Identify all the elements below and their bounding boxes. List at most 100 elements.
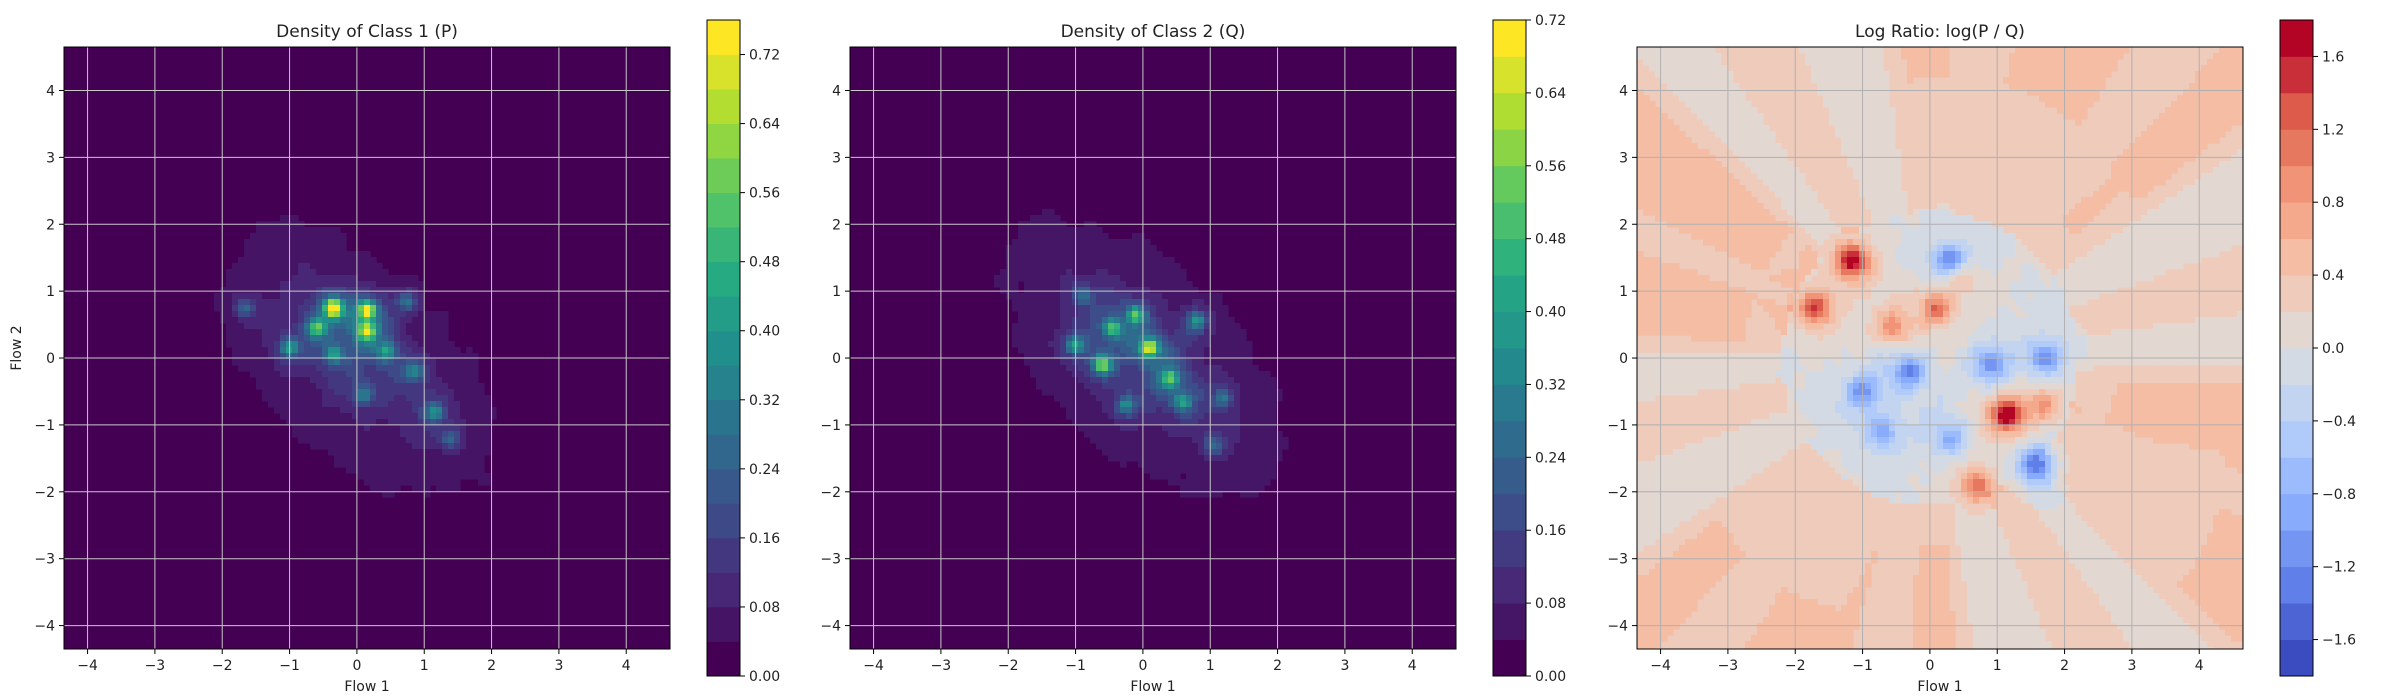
heatmap-cell bbox=[1649, 173, 1656, 180]
heatmap-cell bbox=[1727, 143, 1734, 150]
heatmap-cell bbox=[2207, 77, 2214, 84]
y-axis-label: Flow 2 bbox=[9, 325, 25, 370]
heatmap-cell bbox=[1829, 251, 1836, 258]
heatmap-cell bbox=[412, 449, 419, 456]
heatmap-cell bbox=[418, 341, 425, 348]
heatmap-cell bbox=[1967, 227, 1974, 234]
heatmap-cell bbox=[1186, 401, 1193, 408]
heatmap-cell bbox=[304, 257, 311, 264]
heatmap-cell bbox=[1144, 431, 1151, 438]
heatmap-cell bbox=[1835, 101, 1842, 108]
heatmap-cell bbox=[1661, 53, 1668, 60]
heatmap-cell bbox=[1036, 257, 1043, 264]
heatmap-cell bbox=[274, 317, 281, 324]
heatmap-cell bbox=[430, 455, 437, 462]
heatmap-cell bbox=[1090, 383, 1097, 390]
heatmap-cell bbox=[1781, 179, 1788, 186]
heatmap-cell bbox=[1066, 353, 1073, 360]
heatmap-cell bbox=[1823, 101, 1830, 108]
heatmap-cell bbox=[1084, 401, 1091, 408]
heatmap-cell bbox=[232, 335, 239, 342]
heatmap-cell bbox=[1721, 167, 1728, 174]
heatmap-cell bbox=[268, 329, 275, 336]
heatmap-cell bbox=[298, 287, 305, 294]
heatmap-cell bbox=[1781, 155, 1788, 162]
heatmap-cell bbox=[1216, 293, 1223, 300]
heatmap-cell bbox=[1222, 431, 1229, 438]
heatmap-cell bbox=[2225, 107, 2232, 114]
heatmap-cell bbox=[1228, 407, 1235, 414]
heatmap-cell bbox=[2177, 101, 2184, 108]
heatmap-cell bbox=[334, 305, 341, 312]
heatmap-cell bbox=[1192, 341, 1199, 348]
heatmap-cell bbox=[388, 383, 395, 390]
heatmap-cell bbox=[1204, 311, 1211, 318]
heatmap-cell bbox=[1769, 185, 1776, 192]
heatmap-cell bbox=[1102, 395, 1109, 402]
heatmap-cell bbox=[1222, 395, 1229, 402]
heatmap-cell bbox=[2141, 215, 2148, 222]
heatmap-cell bbox=[1222, 365, 1229, 372]
heatmap-cell bbox=[472, 437, 479, 444]
heatmap-cell bbox=[2159, 161, 2166, 168]
heatmap-cell bbox=[394, 275, 401, 282]
heatmap-cell bbox=[1643, 149, 1650, 156]
heatmap-cell bbox=[2027, 251, 2034, 258]
heatmap-cell bbox=[2213, 251, 2220, 258]
heatmap-cell bbox=[280, 395, 287, 402]
heatmap-cell bbox=[1829, 227, 1836, 234]
heatmap-cell bbox=[1030, 287, 1037, 294]
heatmap-cell bbox=[2207, 185, 2214, 192]
heatmap-cell bbox=[2033, 263, 2040, 270]
heatmap-cell bbox=[1228, 437, 1235, 444]
heatmap-cell bbox=[400, 365, 407, 372]
heatmap-cell bbox=[1763, 149, 1770, 156]
heatmap-cell bbox=[1769, 137, 1776, 144]
heatmap-cell bbox=[1204, 431, 1211, 438]
heatmap-cell bbox=[442, 425, 449, 432]
heatmap-cell bbox=[364, 449, 371, 456]
heatmap-cell bbox=[1012, 257, 1019, 264]
heatmap-cell bbox=[1228, 455, 1235, 462]
heatmap-cell bbox=[1805, 209, 1812, 216]
heatmap-cell bbox=[1024, 335, 1031, 342]
heatmap-cell bbox=[382, 287, 389, 294]
heatmap-cell bbox=[1042, 257, 1049, 264]
heatmap-cell bbox=[274, 353, 281, 360]
heatmap-cell bbox=[1667, 47, 1674, 54]
heatmap-cell bbox=[2219, 107, 2226, 114]
heatmap-cell bbox=[1036, 287, 1043, 294]
heatmap-cell bbox=[454, 431, 461, 438]
heatmap-cell bbox=[1793, 197, 1800, 204]
heatmap-cell bbox=[250, 233, 257, 240]
heatmap-cell bbox=[352, 437, 359, 444]
heatmap-cell bbox=[268, 353, 275, 360]
heatmap-cell bbox=[1691, 227, 1698, 234]
heatmap-cell bbox=[358, 413, 365, 420]
heatmap-cell bbox=[298, 269, 305, 276]
heatmap-cell bbox=[430, 407, 437, 414]
heatmap-cell bbox=[1853, 47, 1860, 54]
heatmap-cell bbox=[442, 347, 449, 354]
heatmap-cell bbox=[220, 317, 227, 324]
heatmap-cell bbox=[1156, 251, 1163, 258]
heatmap-cell bbox=[1144, 245, 1151, 252]
heatmap-cell bbox=[232, 269, 239, 276]
heatmap-cell bbox=[1162, 437, 1169, 444]
heatmap-cell bbox=[1198, 305, 1205, 312]
heatmap-cell bbox=[1144, 347, 1151, 354]
heatmap-cell bbox=[406, 341, 413, 348]
heatmap-cell bbox=[388, 353, 395, 360]
heatmap-cell bbox=[1733, 209, 1740, 216]
heatmap-cell bbox=[1234, 335, 1241, 342]
y-tick-label: 3 bbox=[46, 150, 55, 166]
heatmap-cell bbox=[1198, 413, 1205, 420]
heatmap-cell bbox=[1078, 407, 1085, 414]
heatmap-cell bbox=[2225, 209, 2232, 216]
heatmap-cell bbox=[1637, 167, 1644, 174]
heatmap-cell bbox=[1210, 335, 1217, 342]
heatmap-cell bbox=[1114, 251, 1121, 258]
heatmap-cell bbox=[268, 269, 275, 276]
heatmap-cell bbox=[412, 461, 419, 468]
heatmap-cell bbox=[1126, 329, 1133, 336]
